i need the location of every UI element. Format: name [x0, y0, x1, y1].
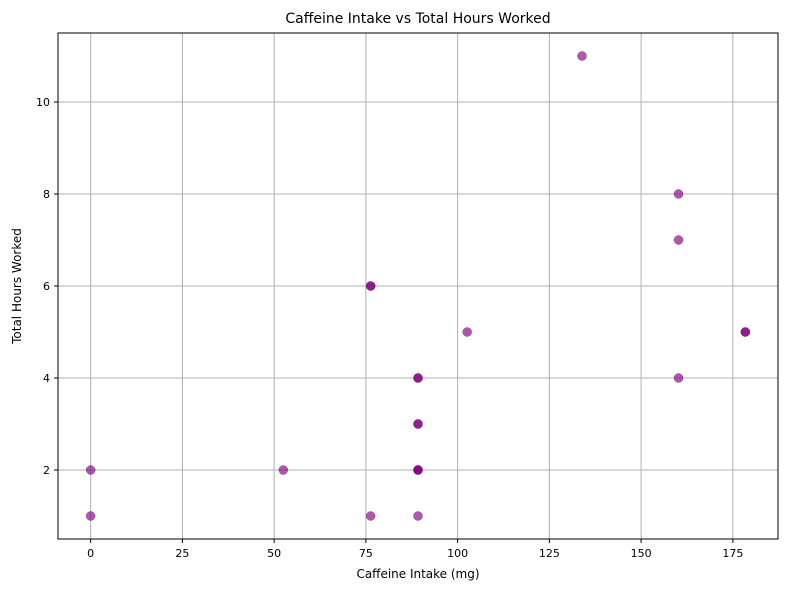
y-tick-label: 2	[43, 464, 50, 477]
x-tick-label: 175	[722, 547, 743, 560]
scatter-point	[673, 189, 684, 199]
x-tick-label: 75	[359, 547, 373, 560]
chart-title: Caffeine Intake vs Total Hours Worked	[285, 11, 550, 27]
x-axis-ticks: 0 25 50 75 100 125 150 175	[87, 539, 743, 560]
scatter-point	[413, 419, 423, 429]
scatter-point	[740, 327, 751, 337]
x-tick-label: 150	[631, 547, 652, 560]
scatter-point	[673, 373, 684, 383]
scatter-point	[85, 511, 96, 521]
y-tick-label: 10	[36, 96, 50, 109]
y-tick-label: 4	[43, 372, 50, 385]
scatter-point	[413, 511, 423, 521]
scatter-point	[413, 373, 423, 383]
scatter-point	[365, 511, 376, 521]
y-tick-label: 8	[43, 188, 50, 201]
scatter-point	[278, 465, 289, 475]
y-axis-ticks: 2 4 6 8 10	[36, 96, 58, 477]
x-tick-label: 0	[87, 547, 94, 560]
data-points	[85, 51, 751, 521]
x-tick-label: 25	[175, 547, 189, 560]
y-tick-label: 6	[43, 280, 50, 293]
scatter-point	[673, 235, 684, 245]
y-axis-label: Total Hours Worked	[10, 228, 24, 345]
grid-lines	[58, 33, 778, 539]
x-tick-label: 125	[539, 547, 560, 560]
scatter-point	[577, 51, 587, 61]
scatter-point	[365, 281, 376, 291]
scatter-point	[413, 465, 423, 475]
x-tick-label: 100	[447, 547, 468, 560]
scatter-point	[85, 465, 96, 475]
x-axis-label: Caffeine Intake (mg)	[356, 567, 479, 581]
x-tick-label: 50	[267, 547, 281, 560]
scatter-point	[462, 327, 472, 337]
